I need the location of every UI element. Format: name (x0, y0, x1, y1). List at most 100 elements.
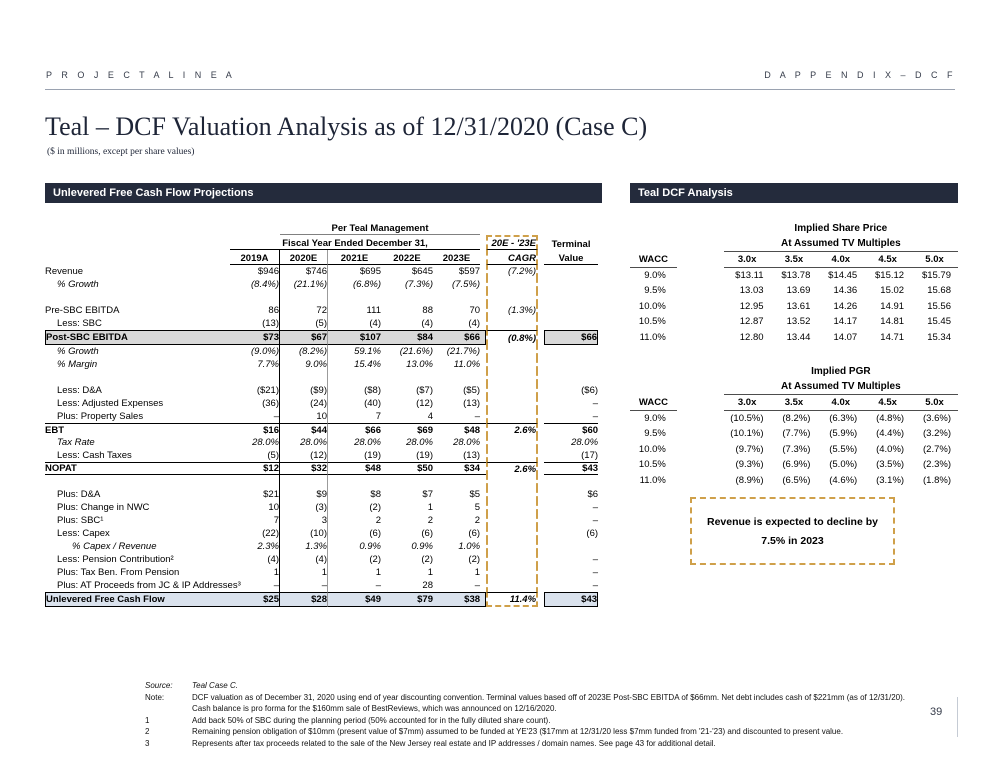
wacc-value: 11.0% (639, 474, 666, 486)
row-label: Plus: AT Proceeds from JC & IP Addresses… (57, 580, 241, 591)
terminal-cell: $6 (587, 489, 599, 500)
value-cell: (13) (463, 450, 481, 461)
revenue-decline-callout: Revenue is expected to decline by 7.5% i… (690, 497, 895, 565)
value-cell: (10) (280, 527, 328, 540)
sensitivity-value: (10.5%) (730, 412, 764, 424)
value-cell: 1 (427, 502, 433, 513)
sensitivity-value: 13.44 (786, 331, 811, 343)
col-2023e: 2023E (433, 250, 481, 265)
sensitivity-value: 14.81 (880, 316, 905, 328)
value-cell: 0.9% (359, 541, 381, 552)
value-cell: (9.0%) (230, 345, 280, 358)
value-cell: ($5) (463, 385, 481, 396)
col-2020e: 2020E (280, 250, 328, 265)
sensitivity-value: (4.8%) (876, 412, 905, 424)
value-cell: 3 (280, 514, 328, 527)
value-cell: $107 (328, 330, 381, 345)
 (630, 237, 677, 253)
value-cell: $67 (280, 330, 328, 345)
wacc-column-header: WACC (630, 252, 677, 268)
table-row: Plus: Property Sales –10 7 4– – (45, 410, 598, 423)
table-row: Tax Rate 28.0% 28.0% 28.0% 28.0% 28.0% 28.0% (45, 436, 598, 449)
value-cell: 2 (427, 515, 433, 526)
cagr-cell (486, 317, 539, 330)
value-cell: – (230, 410, 280, 423)
project-name: P R O J E C T A L I N E A (46, 70, 236, 80)
row-label: Unlevered Free Cash Flow (45, 592, 230, 607)
sensitivity-title: Implied Share Price (794, 223, 888, 235)
table-row: Plus: Change in NWC 10 (3) (2) 1 5 – (45, 501, 598, 514)
group-header-row-2: Fiscal Year Ended December 31, 20E - '23… (45, 235, 598, 250)
row-label: NOPAT (45, 462, 230, 475)
value-cell: 10 (280, 410, 328, 423)
table-row: Pre-SBC EBITDA 86 72 111 88 70 (1.3%) (45, 304, 598, 317)
value-cell: $8 (370, 489, 381, 500)
value-cell: – (230, 579, 280, 592)
cagr-cell (486, 410, 539, 423)
spacer-row (45, 475, 598, 488)
value-cell: $50 (381, 462, 433, 475)
spacer-cell (230, 291, 280, 304)
spacer-cell (480, 462, 487, 475)
value-cell: (4) (230, 553, 280, 566)
table-title-row: Implied PGR (630, 364, 958, 380)
value-cell: (3) (280, 501, 328, 514)
multiple-header: 3.5x (770, 252, 818, 268)
table-row: Less: Cash Taxes (5) (12) (19) (19) (13) (17) (45, 449, 598, 462)
sensitivity-value: (7.3%) (782, 443, 811, 455)
value-cell: 9.0% (280, 358, 328, 371)
terminal-cell: – (592, 554, 599, 565)
value-cell: (22) (230, 527, 280, 540)
terminal-cell (544, 345, 598, 358)
table-row: % Growth (8.4%) (21.1%) (6.8%) (7.3%) (7.5%) (45, 278, 598, 291)
table-row: Revenue $946 $746 $695 $645 $597 (7.2%) (45, 265, 598, 278)
multiple-header: 4.0x (817, 252, 865, 268)
table-row: Less: SBC (13) (5) (4) (4) (4) (45, 317, 598, 330)
value-cell: $7 (422, 489, 433, 500)
footnote-text: Represents after tax proceeds related to… (192, 738, 716, 748)
col-2021e: 2021E (328, 250, 381, 265)
spacer-cell (486, 291, 539, 304)
value-cell: $66 (328, 423, 381, 436)
page-number-divider (957, 697, 958, 737)
table-row: Post-SBC EBITDA $73 $67 $107 $84 $66 (0.8%) $66 (45, 330, 599, 345)
sensitivity-value: (8.2%) (782, 412, 811, 424)
multiple-header: 3.5x (770, 395, 818, 411)
value-cell: (4) (280, 553, 328, 566)
sensitivity-value: 15.34 (927, 331, 951, 343)
sensitivity-value: (6.5%) (782, 474, 811, 486)
footnote-text: DCF valuation as of December 31, 2020 us… (192, 692, 905, 714)
gap-cell (677, 442, 724, 458)
ufcf-section-header: Unlevered Free Cash Flow Projections (45, 183, 602, 203)
implied-pgr-table: Implied PGR At Assumed TV Multiples WACC 3.… (630, 364, 958, 488)
value-cell: 10 (230, 501, 280, 514)
row-label: Less: SBC (57, 318, 102, 329)
sensitivity-value: 12.87 (739, 316, 764, 328)
 (630, 221, 677, 237)
wacc-value: 10.5% (638, 316, 666, 328)
value-cell: $597 (458, 266, 481, 277)
row-label: Plus: Property Sales (57, 411, 144, 422)
row-label: % Growth (57, 279, 99, 290)
cagr-cell (486, 397, 539, 410)
gap-cell (677, 252, 724, 268)
cagr-range-label: 20E - '23E (486, 235, 539, 250)
wacc-row: 11.0% (8.9%) (6.5%) (4.6%) (3.1%) (1.8%) (630, 473, 958, 489)
terminal-cell (544, 304, 598, 317)
terminal-cell: $60 (544, 423, 599, 436)
spacer-cell (381, 475, 433, 488)
sensitivity-value: (3.2%) (923, 428, 951, 440)
cagr-cell (486, 527, 539, 540)
value-cell: 1 (230, 566, 280, 579)
value-cell: 11.0% (453, 359, 481, 370)
spacer-cell (280, 291, 328, 304)
value-cell: $79 (381, 592, 433, 607)
col-terminal-value: Value (544, 250, 599, 265)
cagr-cell: (1.3%) (486, 304, 539, 317)
value-cell: 28 (422, 580, 433, 591)
sensitivity-value: (5.0%) (829, 459, 858, 471)
terminal-cell: (6) (586, 528, 599, 539)
value-cell: (2) (468, 554, 481, 565)
value-cell: 7.7% (230, 358, 280, 371)
sensitivity-value: 15.02 (880, 285, 905, 297)
